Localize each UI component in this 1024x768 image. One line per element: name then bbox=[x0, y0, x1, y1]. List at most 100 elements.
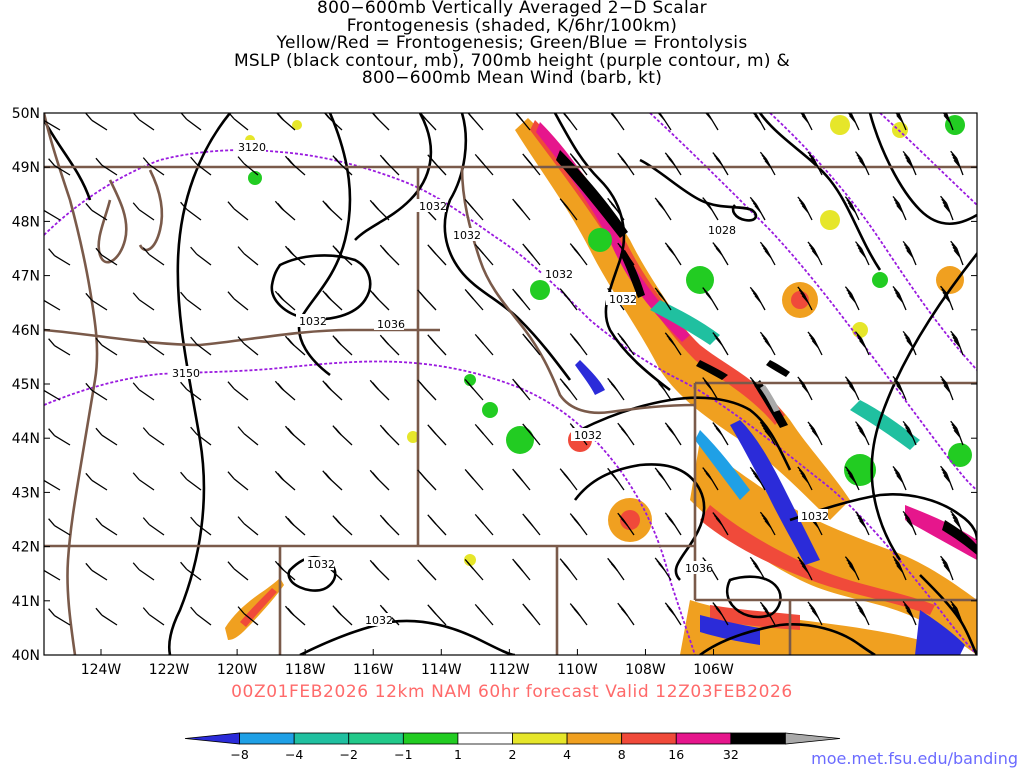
wind-barb bbox=[569, 603, 588, 626]
wind-barb bbox=[892, 286, 907, 311]
wind-barb bbox=[522, 513, 541, 536]
wind-barb bbox=[950, 330, 964, 356]
wind-barb bbox=[712, 512, 729, 536]
colorbar-label: −1 bbox=[394, 747, 412, 762]
wind-barb bbox=[227, 561, 249, 581]
wind-barb bbox=[464, 199, 484, 221]
map-content bbox=[44, 113, 977, 655]
wind-barb bbox=[559, 468, 578, 491]
lat-label: 48N bbox=[12, 214, 40, 230]
wind-barb bbox=[417, 379, 437, 401]
wind-barb bbox=[44, 569, 61, 581]
wind-barb bbox=[464, 559, 484, 581]
wind-barb bbox=[654, 197, 672, 221]
wind-barb bbox=[180, 201, 202, 221]
wind-barb bbox=[855, 601, 870, 626]
mslp-label-4: 1032 bbox=[609, 293, 637, 306]
wind-barb bbox=[227, 291, 249, 311]
wind-barb bbox=[702, 287, 719, 311]
wind-barb bbox=[85, 382, 108, 401]
wind-barb bbox=[322, 380, 343, 401]
height-label-3120: 3120 bbox=[234, 140, 266, 154]
wind-barb bbox=[332, 335, 353, 356]
wind-barb bbox=[464, 379, 484, 401]
wind-barb bbox=[85, 472, 108, 491]
colorbar-segment bbox=[348, 732, 404, 745]
wind-barb bbox=[228, 113, 249, 131]
wind-barb bbox=[940, 195, 954, 221]
wind-barb bbox=[940, 555, 954, 581]
wind-barb bbox=[332, 425, 353, 446]
wind-barb bbox=[190, 516, 212, 536]
wind-barb bbox=[474, 423, 494, 446]
title-line-2: Frontogenesis (shaded, K/6hr/100km) bbox=[346, 15, 678, 36]
wind-barb bbox=[237, 336, 259, 356]
title-line-3: Yellow/Red = Frontogenesis; Green/Blue =… bbox=[276, 33, 748, 53]
wind-barb bbox=[892, 376, 907, 401]
contour-labels: 3120 3150 1032 1032 1032 1032 1032 1036 … bbox=[168, 140, 829, 627]
wind-barb bbox=[85, 202, 108, 221]
mslp-label: 1032 bbox=[542, 267, 573, 281]
wind-barb bbox=[284, 335, 306, 356]
mslp-label-6: 1036 bbox=[377, 318, 405, 331]
lon-label: 114W bbox=[421, 662, 462, 678]
wind-barb bbox=[427, 424, 447, 446]
wind-barb bbox=[607, 197, 625, 221]
mslp-label-10: 1036 bbox=[685, 562, 713, 575]
wind-barb bbox=[95, 517, 118, 536]
wind-barb bbox=[749, 466, 766, 491]
wind-barb bbox=[332, 155, 353, 176]
colorbar-segment bbox=[457, 732, 513, 745]
wind-barb bbox=[569, 243, 588, 266]
wind-barb bbox=[427, 154, 447, 176]
wind-barb bbox=[654, 287, 672, 311]
colorbar-label: −4 bbox=[285, 747, 303, 762]
colorbar-segment bbox=[293, 732, 350, 745]
height-label-3150: 3150 bbox=[168, 366, 200, 380]
wind-barb bbox=[617, 332, 635, 356]
colorbar-label: −8 bbox=[230, 747, 248, 762]
wind-barb bbox=[369, 199, 390, 221]
height-label-3120-text: 3120 bbox=[238, 141, 266, 154]
wind-barb bbox=[902, 330, 917, 356]
mslp-label-2: 1032 bbox=[453, 229, 481, 242]
wind-barb bbox=[44, 389, 61, 401]
wind-barbs bbox=[44, 113, 964, 626]
colorbar-label: 16 bbox=[668, 747, 684, 762]
colorbar-segment bbox=[621, 732, 677, 745]
wind-barb bbox=[44, 299, 61, 311]
mslp-label: 1028 bbox=[705, 223, 736, 237]
wind-barb bbox=[617, 602, 635, 626]
lat-label: 44N bbox=[12, 431, 40, 447]
lon-label: 122W bbox=[149, 662, 190, 678]
mslp-label-7: 1032 bbox=[574, 429, 602, 442]
wind-barb bbox=[284, 245, 306, 266]
wind-barb bbox=[562, 113, 578, 131]
lat-label: 43N bbox=[12, 485, 40, 501]
wind-barb bbox=[142, 157, 165, 176]
colorbar-segment bbox=[239, 732, 295, 745]
wind-barb bbox=[749, 196, 766, 221]
colorbar-label: 1 bbox=[454, 747, 462, 762]
wind-barb bbox=[559, 378, 578, 401]
wind-barb bbox=[658, 113, 672, 131]
wind-barb bbox=[855, 511, 870, 536]
wind-barb bbox=[180, 561, 202, 581]
lat-label: 46N bbox=[12, 323, 40, 339]
wind-barb bbox=[417, 559, 437, 581]
wind-barb bbox=[607, 467, 625, 491]
wind-barb bbox=[569, 333, 588, 356]
mslp-label-3: 1032 bbox=[545, 268, 573, 281]
wind-barb bbox=[749, 556, 766, 581]
mslp-contours bbox=[44, 113, 977, 655]
wind-barb bbox=[237, 516, 259, 536]
wind-barb bbox=[522, 423, 541, 446]
wind-barb bbox=[274, 380, 296, 401]
wind-barb bbox=[702, 467, 719, 491]
wind-barb bbox=[379, 244, 400, 266]
wind-barb bbox=[712, 422, 729, 446]
mslp-label: 1032 bbox=[571, 428, 602, 442]
wind-barb bbox=[44, 119, 61, 131]
chart-title: 800−600mb Vertically Averaged 2−D Scalar… bbox=[0, 0, 1024, 88]
